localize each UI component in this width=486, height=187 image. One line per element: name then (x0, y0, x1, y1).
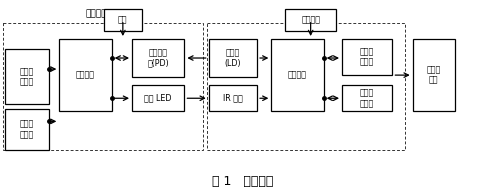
Bar (132, 85, 185, 111)
Text: 电源电路: 电源电路 (301, 15, 320, 24)
Bar (207, 23, 404, 150)
Text: 计算机
终端: 计算机 终端 (427, 65, 441, 85)
Text: 电池: 电池 (118, 15, 128, 24)
Bar (342, 85, 392, 111)
Text: 电平转
换电路: 电平转 换电路 (360, 47, 374, 67)
Text: 外围辅
助电路: 外围辅 助电路 (20, 120, 34, 139)
Bar (271, 39, 324, 111)
Bar (3, 23, 203, 150)
Bar (285, 9, 336, 31)
Text: 微处理器: 微处理器 (76, 71, 95, 80)
Text: 微处理器: 微处理器 (288, 71, 307, 80)
Text: 红外 LED: 红外 LED (144, 94, 172, 103)
Bar (208, 39, 257, 77)
Bar (5, 49, 49, 104)
Text: IR 接收: IR 接收 (223, 94, 243, 103)
Text: 系统固定单元: 系统固定单元 (290, 10, 322, 19)
Text: 系统运动单元: 系统运动单元 (86, 10, 118, 19)
Text: 激光器
(LD): 激光器 (LD) (225, 48, 241, 68)
Bar (342, 39, 392, 75)
Bar (208, 85, 257, 111)
Bar (5, 109, 49, 150)
Bar (413, 39, 455, 111)
Text: 传感监
测电路: 传感监 测电路 (20, 67, 34, 86)
Text: 图 1   系统框图: 图 1 系统框图 (212, 175, 274, 187)
Bar (59, 39, 112, 111)
Text: 光电二极
管(PD): 光电二极 管(PD) (147, 48, 169, 68)
Bar (104, 9, 142, 31)
Text: 外围辅
助电路: 外围辅 助电路 (360, 89, 374, 108)
Bar (132, 39, 185, 77)
